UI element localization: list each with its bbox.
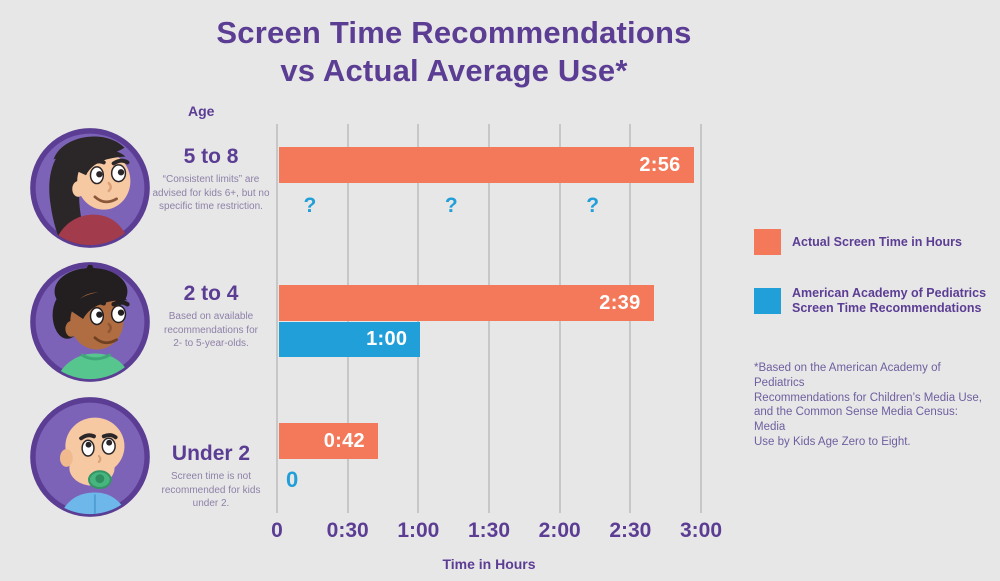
chart-title-line1: Screen Time Recommendations	[216, 15, 692, 50]
legend-swatch-actual	[754, 229, 781, 255]
unknown-recommendation-question-mark: ?	[444, 194, 458, 217]
x-axis-title: Time in Hours	[442, 556, 536, 572]
footnote-line: and the Common Sense Media Census: Media	[754, 406, 958, 434]
legend-item-actual: Actual Screen Time in Hours	[754, 229, 962, 255]
avatar-girl-5-to-8-icon	[30, 128, 150, 248]
age-label-2-to-4: 2 to 4	[183, 282, 239, 305]
age-note-2-to-4: Based on available recommendations for 2- …	[164, 311, 258, 349]
avatar-baby-under-2-icon	[30, 397, 150, 517]
gridline	[700, 124, 702, 513]
legend-label-actual: Actual Screen Time in Hours	[792, 234, 962, 249]
age-label-under-2: Under 2	[171, 442, 251, 465]
x-tick-label: 3:00	[679, 519, 723, 542]
chart-title-line2: vs Actual Average Use*	[280, 53, 628, 88]
footnote-line: Recommendations for Children’s Media Use…	[754, 391, 982, 404]
age-note-under-2: Screen time is not recommended for kids un…	[161, 471, 261, 509]
legend-item-recommended: American Academy of Pediatrics Screen Tim…	[754, 286, 986, 316]
gridline	[276, 124, 278, 513]
unknown-recommendation-question-mark: ?	[303, 194, 317, 217]
footnote-line: Use by Kids Age Zero to Eight.	[754, 435, 911, 448]
x-tick-label: 2:30	[609, 519, 652, 542]
x-tick-label: 2:00	[538, 519, 581, 542]
zero-recommendation-label-under-2: 0	[286, 467, 299, 492]
y-axis-title: Age	[188, 103, 215, 119]
actual-bar-under-2: 0:42	[279, 423, 378, 459]
recommended-value-label-2-to-4: 1:00	[366, 328, 408, 350]
legend-swatch-recommended	[754, 288, 781, 314]
age-group-label-5-to-8: 5 to 8 “Consistent limits” are advised for…	[136, 146, 286, 214]
avatar-boy-2-to-4-icon	[30, 262, 150, 382]
actual-value-label-2-to-4: 2:39	[599, 291, 641, 314]
actual-value-label-under-2: 0:42	[323, 429, 365, 452]
footnote: *Based on the American Academy of Pediat…	[754, 361, 984, 450]
actual-bar-2-to-4: 2:39	[279, 285, 654, 321]
x-tick-label: 1:30	[467, 519, 511, 542]
age-group-label-under-2: Under 2 Screen time is not recommended for…	[136, 443, 286, 511]
chart-title: Screen Time Recommendations vs Actual Av…	[104, 14, 804, 90]
x-tick-label: 0	[271, 519, 283, 542]
footnote-line: *Based on the American Academy of Pediat…	[754, 362, 941, 389]
unknown-recommendation-question-mark: ?	[586, 194, 600, 217]
legend-label-recommended: American Academy of Pediatrics Screen Tim…	[792, 286, 987, 315]
age-group-label-2-to-4: 2 to 4 Based on available recommendations …	[136, 283, 286, 351]
age-label-5-to-8: 5 to 8	[183, 145, 239, 168]
actual-bar-5-to-8: 2:56	[279, 147, 694, 183]
recommended-bar-2-to-4: 1:00	[279, 322, 421, 357]
x-tick-label: 1:00	[397, 519, 440, 542]
actual-value-label-5-to-8: 2:56	[639, 153, 681, 176]
x-tick-label: 0:30	[326, 519, 369, 542]
age-note-5-to-8: “Consistent limits” are advised for kids …	[152, 174, 270, 212]
